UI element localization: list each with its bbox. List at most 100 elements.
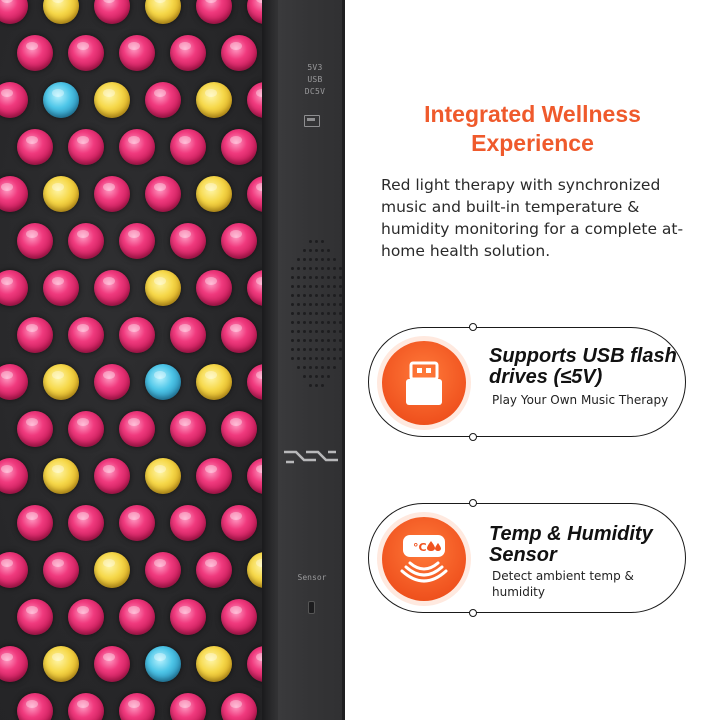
led-red <box>0 0 28 24</box>
led-red <box>0 82 28 118</box>
speaker-hole <box>333 258 336 261</box>
speaker-hole <box>315 267 318 270</box>
speaker-hole <box>321 249 324 252</box>
speaker-hole <box>321 276 324 279</box>
speaker-hole <box>327 267 330 270</box>
led-red <box>94 0 130 24</box>
port-label: DC5V <box>304 87 326 96</box>
speaker-hole <box>321 285 324 288</box>
led-red <box>68 223 104 259</box>
led-red <box>247 458 262 494</box>
led-red <box>196 552 232 588</box>
led-red <box>119 505 155 541</box>
led-red <box>17 693 53 720</box>
speaker-hole <box>303 366 306 369</box>
speaker-hole <box>315 240 318 243</box>
speaker-hole <box>339 357 342 360</box>
speaker-hole <box>327 375 330 378</box>
connector-dot <box>469 433 477 441</box>
led-red <box>17 411 53 447</box>
speaker-hole <box>315 249 318 252</box>
speaker-hole <box>309 276 312 279</box>
speaker-hole <box>303 303 306 306</box>
speaker-hole <box>297 330 300 333</box>
speaker-hole <box>291 285 294 288</box>
feature-card-sensor: °C Temp & Humidity Sensor Detect ambient… <box>368 499 686 617</box>
speaker-hole <box>303 312 306 315</box>
speaker-hole <box>297 258 300 261</box>
led-amber <box>43 0 79 24</box>
led-red <box>17 223 53 259</box>
led-red <box>94 270 130 306</box>
speaker-hole <box>333 267 336 270</box>
speaker-hole <box>309 330 312 333</box>
led-red <box>247 0 262 24</box>
led-red <box>170 35 206 71</box>
speaker-hole <box>321 240 324 243</box>
sensor-label: Sensor <box>297 573 327 582</box>
speaker-hole <box>327 339 330 342</box>
led-red <box>196 270 232 306</box>
led-red <box>170 599 206 635</box>
speaker-hole <box>291 267 294 270</box>
speaker-hole <box>297 339 300 342</box>
speaker-hole <box>297 303 300 306</box>
led-amber <box>94 552 130 588</box>
speaker-hole <box>321 294 324 297</box>
led-red <box>221 129 257 165</box>
page-title: Integrated Wellness Experience <box>424 101 641 156</box>
device-edge <box>342 0 345 720</box>
led-red <box>145 552 181 588</box>
speaker-hole <box>309 267 312 270</box>
speaker-hole <box>333 276 336 279</box>
speaker-hole <box>291 348 294 351</box>
speaker-hole <box>309 366 312 369</box>
speaker-hole <box>339 339 342 342</box>
speaker-hole <box>321 348 324 351</box>
speaker-hole <box>297 267 300 270</box>
led-red <box>170 693 206 720</box>
led-red <box>0 646 28 682</box>
led-red <box>17 599 53 635</box>
usb-port-icon <box>304 115 320 127</box>
speaker-hole <box>303 375 306 378</box>
speaker-hole <box>327 330 330 333</box>
speaker-hole <box>327 249 330 252</box>
feature-title: Supports USB flash drives (≤5V) <box>489 345 677 388</box>
speaker-hole <box>315 330 318 333</box>
speaker-hole <box>333 285 336 288</box>
speaker-hole <box>339 312 342 315</box>
speaker-hole <box>339 267 342 270</box>
led-blue <box>145 646 181 682</box>
led-red <box>94 364 130 400</box>
led-red <box>68 317 104 353</box>
led-red <box>119 411 155 447</box>
speaker-hole <box>297 276 300 279</box>
speaker-hole <box>303 276 306 279</box>
speaker-hole <box>327 303 330 306</box>
speaker-hole <box>315 294 318 297</box>
speaker-hole <box>327 357 330 360</box>
speaker-hole <box>333 330 336 333</box>
speaker-hole <box>309 321 312 324</box>
speaker-hole <box>333 366 336 369</box>
description-text: Red light therapy with synchronized musi… <box>381 176 684 260</box>
speaker-hole <box>321 384 324 387</box>
speaker-hole <box>333 303 336 306</box>
speaker-hole <box>327 285 330 288</box>
speaker-hole <box>303 285 306 288</box>
speaker-hole <box>333 348 336 351</box>
led-amber <box>196 82 232 118</box>
speaker-hole <box>291 294 294 297</box>
led-amber <box>145 0 181 24</box>
speaker-hole <box>303 249 306 252</box>
port-label: 5V3 <box>307 63 323 72</box>
panel-gap <box>262 0 278 720</box>
speaker-hole <box>303 348 306 351</box>
speaker-hole <box>339 321 342 324</box>
led-red <box>0 270 28 306</box>
speaker-hole <box>327 312 330 315</box>
led-red <box>68 35 104 71</box>
speaker-hole <box>297 294 300 297</box>
led-red <box>119 129 155 165</box>
